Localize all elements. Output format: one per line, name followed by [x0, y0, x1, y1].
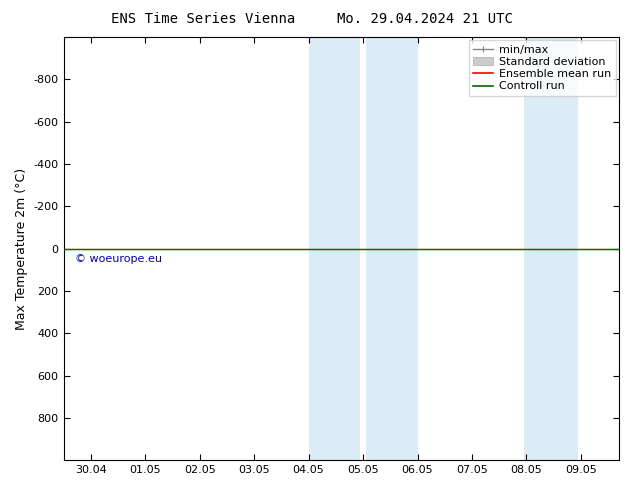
Bar [366, 37, 418, 460]
Text: Mo. 29.04.2024 21 UTC: Mo. 29.04.2024 21 UTC [337, 12, 513, 26]
Text: © woeurope.eu: © woeurope.eu [75, 254, 162, 264]
Y-axis label: Max Temperature 2m (°C): Max Temperature 2m (°C) [15, 168, 28, 330]
Bar [524, 37, 578, 460]
Legend: min/max, Standard deviation, Ensemble mean run, Controll run: min/max, Standard deviation, Ensemble me… [469, 40, 616, 96]
Bar [309, 37, 360, 460]
Text: ENS Time Series Vienna: ENS Time Series Vienna [111, 12, 295, 26]
